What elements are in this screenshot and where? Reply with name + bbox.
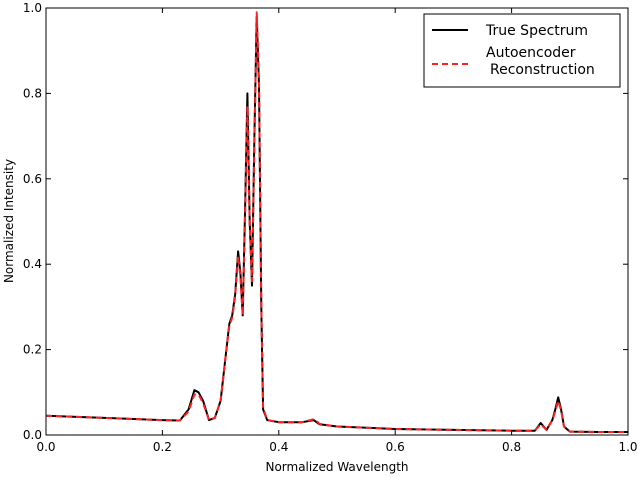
x-tick-label: 0.2 — [153, 440, 172, 454]
x-tick-label: 0.4 — [269, 440, 288, 454]
y-tick-label: 0.8 — [23, 86, 42, 100]
plot-frame — [45, 7, 629, 436]
legend-label-true-spectrum: True Spectrum — [485, 23, 588, 39]
x-axis-label: Normalized Wavelength — [265, 460, 408, 474]
y-tick-label: 1.0 — [23, 1, 42, 15]
x-tick-label: 0.8 — [502, 440, 521, 454]
y-axis-label: Normalized Intensity — [2, 159, 16, 283]
legend: True Spectrum Autoencoder Reconstruction — [423, 13, 621, 88]
y-tick-label: 0.2 — [23, 343, 42, 357]
x-tick-label: 0.0 — [36, 440, 55, 454]
y-tick-label: 0.4 — [23, 257, 42, 271]
x-tick-label: 0.6 — [386, 440, 405, 454]
y-tick-label: 0.0 — [23, 428, 42, 442]
series-line-reconstruction — [45, 11, 628, 433]
y-tick-label: 0.6 — [23, 172, 42, 186]
legend-box — [423, 13, 621, 88]
legend-label-reconstruction: Autoencoder Reconstruction — [486, 45, 595, 78]
x-tick-label: 1.0 — [618, 440, 637, 454]
